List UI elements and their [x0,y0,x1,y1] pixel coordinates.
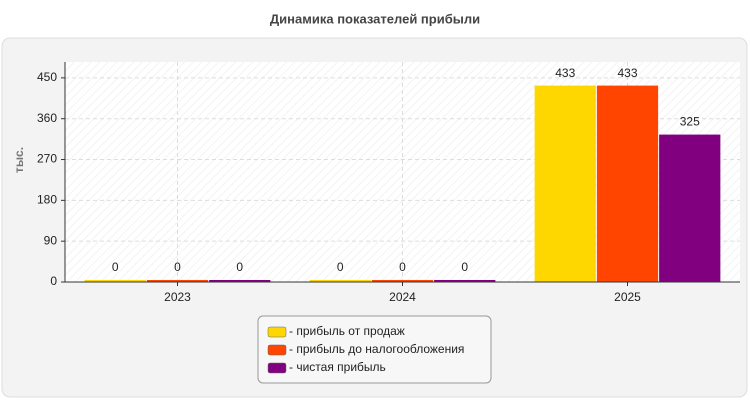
value-label: 0 [174,260,181,274]
value-label: 433 [555,66,575,80]
value-label: 0 [399,260,406,274]
legend-label: - прибыль от продаж [289,324,405,338]
value-label: 0 [112,260,119,274]
y-tick-label: 180 [37,193,57,207]
bar [309,280,371,282]
legend-swatch [267,344,287,356]
legend-label: - прибыль до налогообложения [289,342,464,356]
chart-title: Динамика показателей прибыли [270,11,480,26]
y-axis-label: тыс. [12,147,26,173]
bar [84,280,146,282]
value-label: 0 [337,260,344,274]
value-label: 325 [680,115,700,129]
bar [596,85,659,282]
y-tick-label: 360 [37,111,57,125]
x-tick-label: 2025 [614,290,641,304]
value-label: 0 [236,260,243,274]
bar [146,280,209,282]
legend-label: - чистая прибыль [289,360,386,374]
bar [659,134,721,282]
bar [534,85,596,282]
legend-swatch [267,362,287,374]
x-tick-label: 2023 [164,290,191,304]
legend-swatch [267,326,287,338]
y-tick-label: 90 [44,233,58,247]
bar [371,280,434,282]
bar [434,280,496,282]
legend-box [257,315,492,384]
y-tick-label: 450 [37,70,57,84]
bar [209,280,271,282]
x-tick-label: 2024 [389,290,416,304]
value-label: 0 [461,260,468,274]
y-tick-label: 0 [50,274,57,288]
value-label: 433 [617,66,637,80]
y-tick-label: 270 [37,152,57,166]
